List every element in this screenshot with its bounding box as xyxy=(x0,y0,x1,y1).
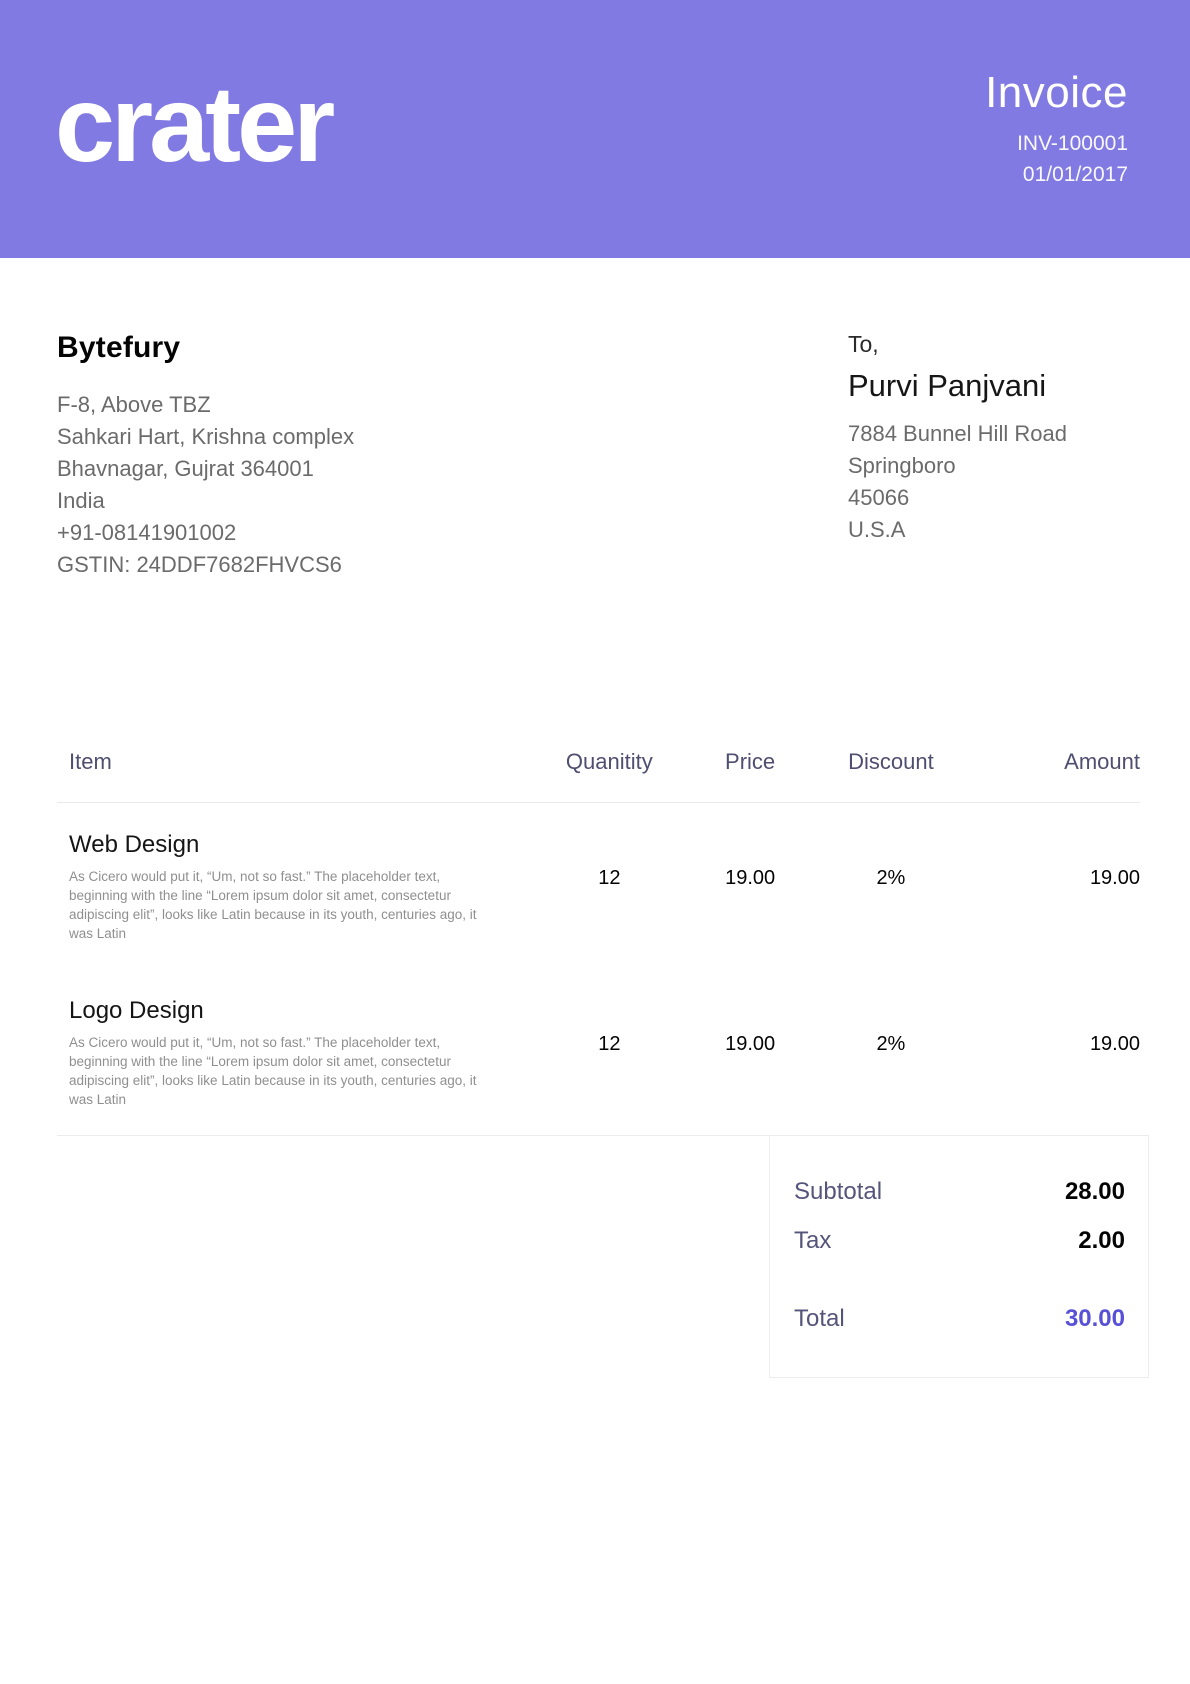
total-label: Total xyxy=(794,1305,845,1332)
subtotal-row: Subtotal 28.00 xyxy=(794,1178,1125,1206)
column-header-price: Price xyxy=(685,749,816,803)
item-quantity: 12 xyxy=(598,867,621,889)
company-gstin: GSTIN: 24DDF7682FHVCS6 xyxy=(57,552,342,577)
invoice-meta: Invoice INV-100001 01/01/2017 xyxy=(985,68,1128,190)
company-address-line: F-8, Above TBZ xyxy=(57,392,211,417)
customer-address-line: Springboro xyxy=(848,453,956,478)
company-address-line: Bhavnagar, Gujrat 364001 xyxy=(57,456,314,481)
item-cell: Web Design As Cicero would put it, “Um, … xyxy=(57,803,534,970)
to-label: To, xyxy=(848,331,879,357)
customer-address-line: 45066 xyxy=(848,485,910,510)
invoice-date: 01/01/2017 xyxy=(1022,163,1128,186)
table-row: Logo Design As Cicero would put it, “Um,… xyxy=(57,969,1140,1135)
item-description: As Cicero would put it, “Um, not so fast… xyxy=(69,869,477,941)
item-discount: 2% xyxy=(876,867,906,889)
total-value: 30.00 xyxy=(1064,1305,1125,1332)
customer-address-line: 7884 Bunnel Hill Road xyxy=(848,421,1067,446)
column-header-amount: Amount xyxy=(966,749,1140,803)
items-header-row: Item Quanitity Price Discount Amount xyxy=(57,749,1140,803)
item-discount: 2% xyxy=(876,1033,906,1055)
item-description: As Cicero would put it, “Um, not so fast… xyxy=(69,1035,477,1107)
company-phone: +91-08141901002 xyxy=(57,520,237,545)
crater-logo: crater xyxy=(55,63,335,184)
item-name: Web Design xyxy=(69,831,200,858)
company-address-block: Bytefury F-8, Above TBZ Sahkari Hart, Kr… xyxy=(57,331,354,581)
customer-name: Purvi Panjvani xyxy=(848,368,1047,403)
items-table-wrap: Item Quanitity Price Discount Amount Web… xyxy=(57,749,1140,1136)
subtotal-value: 28.00 xyxy=(1064,1178,1125,1205)
company-address-line: Sahkari Hart, Krishna complex xyxy=(57,424,355,449)
subtotal-label: Subtotal xyxy=(794,1178,883,1205)
tax-value: 2.00 xyxy=(1078,1227,1125,1254)
item-price: 19.00 xyxy=(725,867,776,889)
totals-box: Subtotal 28.00 Tax 2.00 Total 30.00 xyxy=(769,1135,1149,1378)
item-cell: Logo Design As Cicero would put it, “Um,… xyxy=(57,969,534,1135)
invoice-title: Invoice xyxy=(985,68,1128,117)
tax-row: Tax 2.00 xyxy=(794,1227,1125,1255)
items-table: Item Quanitity Price Discount Amount Web… xyxy=(57,749,1140,1135)
banner: crater Invoice INV-100001 01/01/2017 xyxy=(0,0,1190,258)
company-address-line: India xyxy=(57,488,105,513)
column-header-quantity: Quanitity xyxy=(533,749,686,803)
total-row: Total 30.00 xyxy=(794,1305,1125,1333)
item-amount: 19.00 xyxy=(1089,867,1140,889)
item-name: Logo Design xyxy=(69,997,204,1024)
item-amount: 19.00 xyxy=(1089,1033,1140,1055)
company-name: Bytefury xyxy=(57,331,181,364)
column-header-item: Item xyxy=(57,749,534,803)
item-price: 19.00 xyxy=(725,1033,776,1055)
tax-label: Tax xyxy=(794,1227,832,1254)
customer-address-block: To, Purvi Panjvani 7884 Bunnel Hill Road… xyxy=(848,331,1098,581)
item-quantity: 12 xyxy=(598,1033,621,1055)
address-section: Bytefury F-8, Above TBZ Sahkari Hart, Kr… xyxy=(0,258,1190,581)
totals-area: Subtotal 28.00 Tax 2.00 Total 30.00 xyxy=(57,1135,1149,1378)
customer-address-line: U.S.A xyxy=(848,517,906,542)
invoice-number: INV-100001 xyxy=(1017,132,1128,155)
column-header-discount: Discount xyxy=(815,749,967,803)
table-row: Web Design As Cicero would put it, “Um, … xyxy=(57,803,1140,970)
